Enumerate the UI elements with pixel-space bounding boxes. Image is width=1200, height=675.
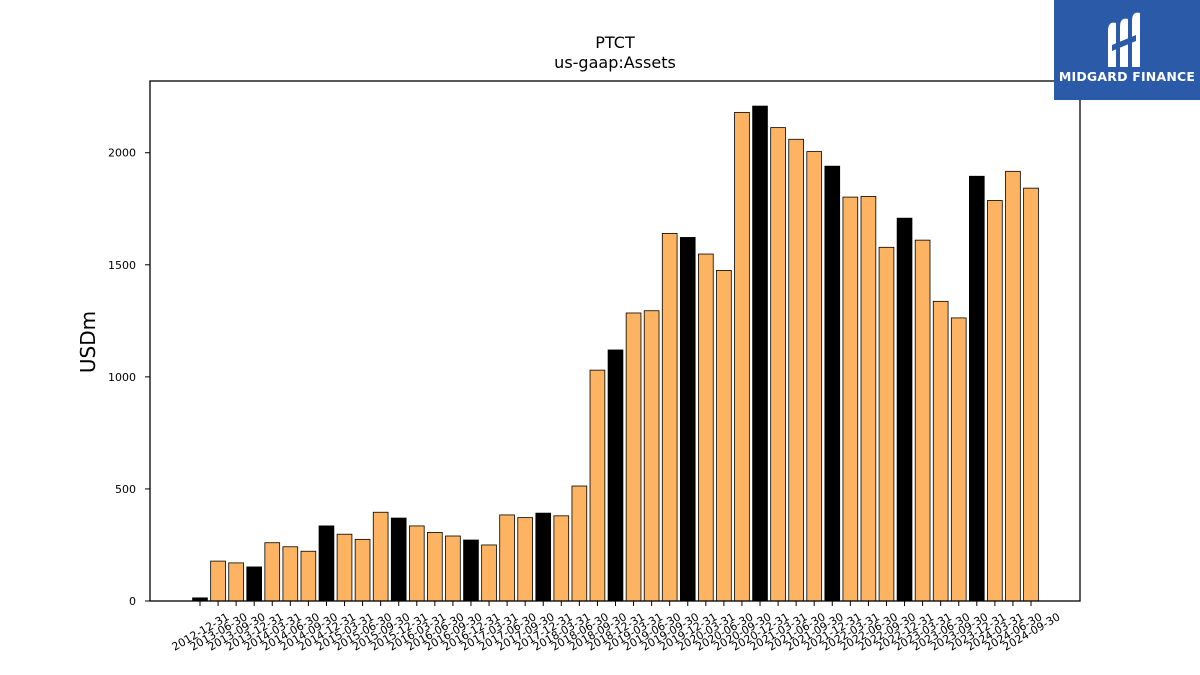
bar-2022-03-31 — [842, 196, 859, 602]
bar-2014-12-31 — [318, 525, 335, 602]
bar-2014-06-30 — [282, 546, 299, 602]
bar-2019-09-30 — [661, 233, 678, 602]
y-tick-label: 0 — [129, 595, 136, 608]
bar-2021-12-31 — [824, 165, 841, 602]
bar-2024-03-31 — [987, 200, 1003, 602]
bar-2018-09-30 — [589, 369, 606, 602]
bar-2019-06-30 — [643, 310, 660, 602]
bar-2013-12-31 — [246, 566, 262, 602]
y-axis-label: USDm — [76, 311, 100, 373]
bar-2019-12-31 — [679, 237, 696, 602]
chart-title: PTCT — [595, 33, 635, 52]
bar-2022-06-30 — [860, 196, 877, 602]
bar-2017-03-31 — [481, 544, 497, 602]
plot-area-frame — [149, 80, 1081, 602]
bar-2024-06-30 — [1005, 170, 1021, 602]
y-tick-label: 1500 — [108, 259, 136, 272]
bar-2018-03-31 — [553, 515, 570, 602]
bar-series — [192, 105, 1039, 602]
bar-2017-09-30 — [517, 517, 533, 602]
bar-2016-06-30 — [427, 532, 443, 602]
bar-2013-09-30 — [228, 562, 244, 602]
bar-2020-09-30 — [734, 111, 750, 602]
bar-2015-03-31 — [336, 533, 353, 602]
bar-2017-12-31 — [535, 512, 552, 602]
bar-2023-12-31 — [969, 175, 985, 602]
y-axis-ticks: 0 500 1000 1500 2000 — [108, 147, 150, 608]
bar-2020-12-31 — [752, 105, 768, 602]
bar-2018-06-30 — [571, 485, 588, 602]
bar-2016-09-30 — [445, 535, 461, 602]
bar-2014-09-30 — [300, 550, 317, 602]
y-tick-label: 2000 — [108, 147, 136, 160]
bar-2016-12-31 — [463, 539, 479, 602]
bar-2013-06-30 — [210, 560, 226, 602]
bar-2023-06-30 — [932, 300, 949, 602]
bar-2022-12-31 — [896, 217, 913, 602]
bar-2020-03-31 — [698, 253, 714, 602]
bar-2017-06-30 — [499, 514, 515, 602]
bar-2023-09-30 — [950, 317, 967, 602]
bar-2022-09-30 — [878, 246, 895, 602]
bar-2015-12-31 — [390, 517, 407, 602]
bar-2015-09-30 — [372, 511, 389, 602]
bar-2018-12-31 — [607, 349, 624, 602]
bar-2020-06-30 — [716, 269, 732, 602]
bar-2024-09-30 — [1023, 187, 1039, 602]
bar-2023-03-31 — [914, 239, 931, 602]
bar-2021-09-30 — [806, 151, 823, 602]
bar-2021-03-31 — [770, 127, 786, 602]
bar-2021-06-30 — [788, 138, 804, 602]
y-tick-label: 1000 — [108, 371, 136, 384]
bar-2014-03-31 — [264, 542, 281, 602]
logo-text: MIDGARD FINANCE — [1058, 69, 1196, 84]
midgard-m-logo-icon — [1108, 12, 1140, 67]
bar-2019-03-31 — [625, 312, 642, 602]
bar-2015-06-30 — [354, 538, 371, 602]
midgard-finance-logo: MIDGARD FINANCE — [1054, 0, 1200, 100]
chart-subtitle: us-gaap:Assets — [554, 53, 676, 72]
bar-2016-03-31 — [408, 525, 425, 602]
y-tick-label: 500 — [115, 483, 136, 496]
x-axis-ticks: 2012-12-312013-06-302013-09-302013-12-31… — [170, 601, 1063, 654]
